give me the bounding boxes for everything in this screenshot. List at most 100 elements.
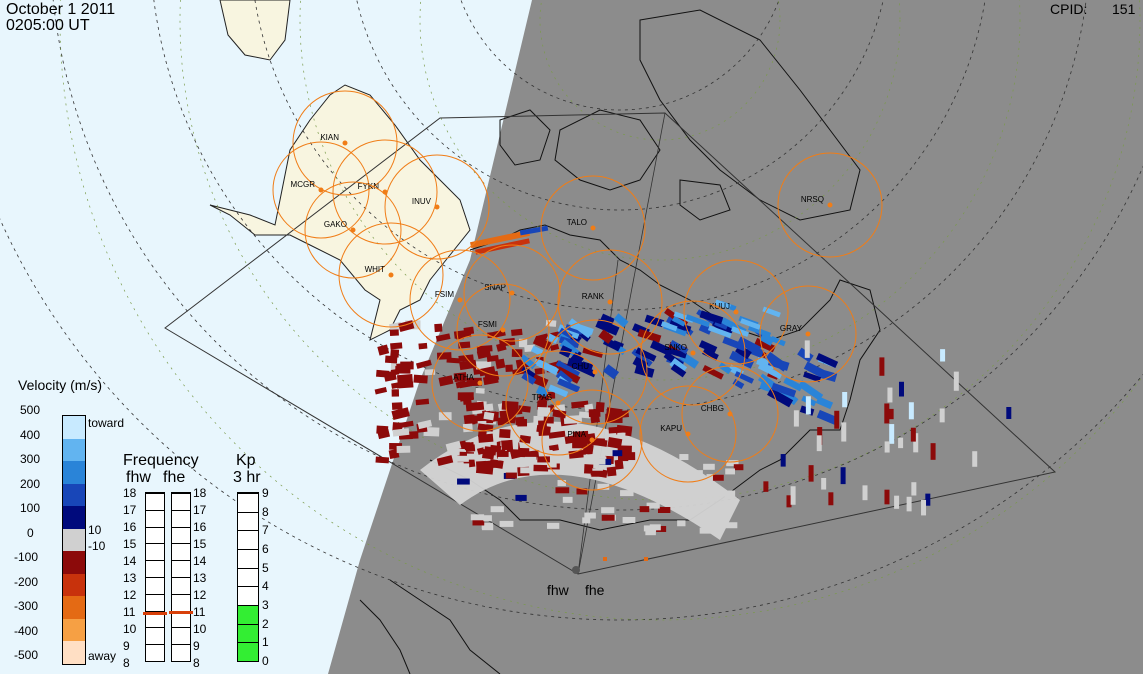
frequency-marker: [143, 612, 167, 616]
velocity-cell: [754, 337, 776, 353]
velocity-cell: [706, 474, 715, 481]
velocity-cell: [435, 333, 451, 342]
frequency-tick: 16: [193, 520, 207, 534]
kp-gridline: [238, 493, 258, 494]
station-label-fykn: FYKN: [358, 182, 380, 191]
velocity-cell: [622, 516, 636, 523]
velocity-cell: [591, 470, 604, 477]
velocity-cell: [765, 351, 789, 372]
velocity-cell: [535, 385, 549, 398]
frequency-tick: 16: [123, 520, 137, 534]
velocity-cell: [815, 396, 834, 410]
velocity-cell: [501, 439, 514, 451]
velocity-cell: [400, 361, 414, 370]
station-dot-atha: [477, 380, 483, 386]
kp-legend-title: Kp: [236, 452, 256, 469]
velocity-toward-label: toward: [88, 416, 125, 430]
velocity-cell: [759, 332, 775, 346]
velocity-cell: [505, 364, 514, 373]
time-label: 0205:00 UT: [6, 17, 90, 34]
velocity-color-segment: [63, 483, 85, 507]
kp-gridline: [238, 605, 258, 606]
velocity-cell: [818, 369, 838, 382]
velocity-cell: [808, 465, 814, 482]
velocity-cell: [478, 366, 496, 377]
velocity-cell: [939, 408, 945, 423]
velocity-cell: [510, 429, 523, 437]
velocity-cell: [603, 557, 607, 561]
velocity-small-positive: 10: [88, 523, 102, 537]
velocity-cell: [783, 376, 803, 392]
station-ring-fsmi: [456, 283, 550, 377]
velocity-cell: [669, 340, 689, 355]
frequency-tick: 8: [123, 656, 130, 670]
velocity-cell: [495, 358, 506, 369]
velocity-cell: [693, 470, 703, 477]
station-dot-kapu: [685, 431, 691, 437]
frequency-tick: 13: [193, 571, 207, 585]
velocity-tick: -300: [14, 599, 39, 613]
velocity-cell: [657, 506, 671, 513]
velocity-cell: [537, 456, 550, 463]
velocity-cell: [645, 529, 656, 536]
velocity-cell: [632, 356, 649, 371]
velocity-tick: -500: [14, 648, 39, 662]
station-label-mcgr: MCGR: [291, 180, 316, 189]
velocity-cell: [515, 416, 525, 426]
velocity-cell: [390, 342, 403, 350]
latitude-grid: [0, 0, 1143, 621]
station-label-snap: SNAP: [484, 283, 506, 292]
velocity-cell: [614, 410, 629, 419]
velocity-cell: [840, 467, 846, 485]
velocity-cell: [568, 318, 592, 339]
station-ring-tpas: [505, 350, 611, 456]
velocity-cell: [576, 488, 588, 495]
velocity-cell: [606, 466, 617, 477]
frequency-gridline: [146, 493, 164, 494]
station-ring-whit: [338, 222, 444, 328]
velocity-cell: [546, 333, 559, 344]
frequency-tick: 8: [193, 656, 200, 670]
velocity-cell: [465, 444, 476, 452]
frequency-tick: 12: [193, 588, 207, 602]
radar-label-fhw: fhw: [547, 582, 569, 598]
velocity-cell: [644, 557, 648, 561]
velocity-cell: [571, 400, 589, 409]
velocity-cell: [562, 496, 573, 503]
velocity-color-segment: [63, 528, 85, 552]
frequency-tick: 14: [123, 554, 137, 568]
velocity-cell: [953, 371, 959, 391]
station-dot-inuv: [434, 204, 440, 210]
velocity-cell: [599, 313, 615, 327]
velocity-cell: [518, 338, 528, 348]
velocity-cell: [748, 325, 772, 338]
frequency-tick: 11: [193, 605, 206, 619]
velocity-cell: [549, 343, 560, 351]
velocity-cell: [434, 323, 443, 333]
frequency-tick: 15: [123, 537, 137, 551]
velocity-cell: [718, 362, 732, 375]
velocity-cell: [375, 456, 390, 464]
frequency-gridline: [146, 526, 164, 528]
velocity-cell: [377, 428, 391, 440]
velocity-cell: [911, 482, 917, 496]
velocity-cell: [520, 467, 531, 474]
station-label-pina: PINA: [567, 430, 586, 439]
velocity-cell: [898, 437, 904, 449]
frequency-tick: 18: [193, 486, 207, 500]
velocity-cell: [562, 465, 572, 475]
velocity-cell: [391, 407, 410, 420]
velocity-color-segment: [63, 461, 85, 484]
station-label-nrsq: NRSQ: [801, 195, 824, 204]
velocity-cell: [526, 450, 540, 459]
velocity-cell: [910, 427, 916, 442]
kp-gridline: [238, 586, 258, 588]
velocity-cell: [780, 454, 786, 467]
velocity-cell: [499, 520, 514, 527]
velocity-cell: [598, 329, 614, 344]
velocity-cell: [628, 460, 642, 467]
velocity-tick: 200: [20, 476, 41, 491]
velocity-cell: [483, 411, 495, 421]
frequency-tick: 10: [123, 622, 137, 636]
velocity-color-bar: [62, 415, 86, 665]
